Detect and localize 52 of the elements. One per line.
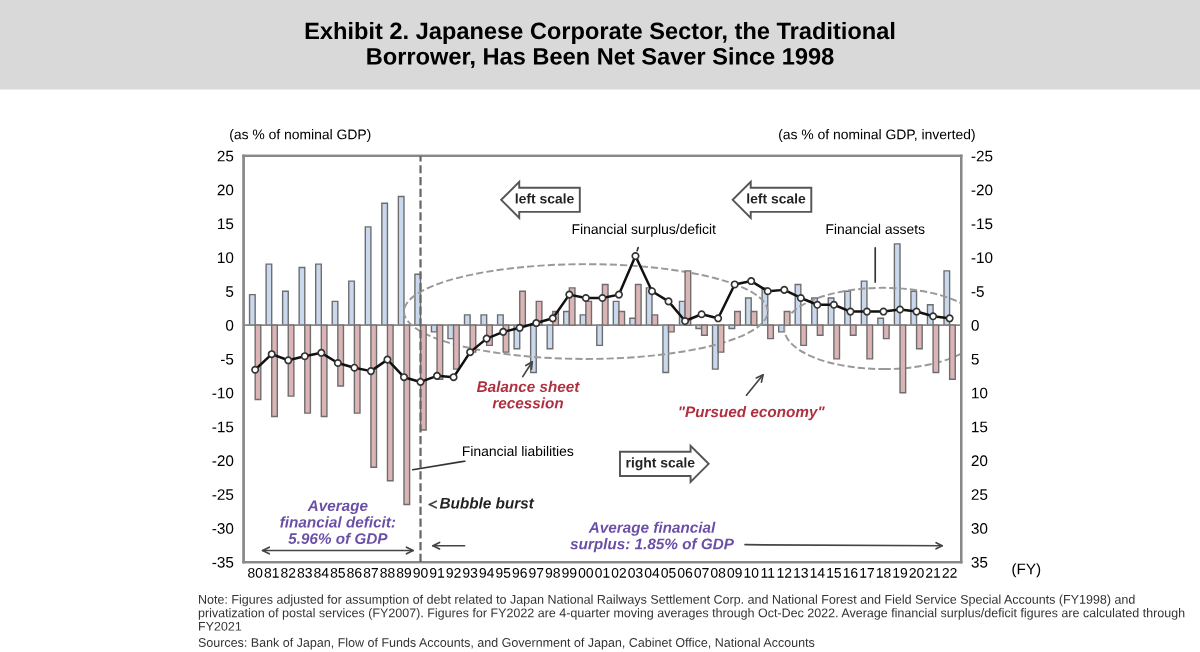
point (879, 307, 888, 316)
point (929, 312, 938, 321)
point (614, 290, 623, 299)
point (846, 307, 855, 316)
point (416, 377, 425, 386)
point (333, 358, 342, 368)
point (714, 314, 723, 323)
bar (882, 324, 890, 340)
point (747, 277, 756, 286)
point (267, 350, 276, 359)
point (499, 327, 508, 336)
chart-title: Exhibit 2. Japanese Corporate Sector, the Traditional Borrower, Has Been Net Saver Since 1998 (305, 21, 895, 69)
point (763, 287, 772, 296)
point (383, 355, 392, 364)
point (730, 280, 739, 289)
point (664, 297, 673, 306)
point (862, 307, 871, 316)
bar (452, 324, 460, 370)
point (284, 356, 293, 365)
point (780, 285, 789, 294)
point (482, 334, 491, 343)
point (681, 316, 690, 326)
point (912, 307, 921, 316)
point (317, 348, 326, 357)
point (433, 371, 442, 380)
point (565, 290, 574, 299)
point (631, 251, 640, 261)
point (895, 305, 905, 314)
point (796, 293, 805, 303)
bar (585, 300, 593, 326)
point (829, 300, 838, 309)
bar (684, 270, 692, 326)
point (598, 293, 607, 303)
point (697, 310, 706, 319)
point (813, 300, 822, 309)
point (251, 365, 260, 374)
bar (436, 324, 444, 380)
point (945, 314, 954, 323)
bar (662, 324, 670, 374)
bar (519, 290, 527, 326)
point (300, 352, 309, 361)
bar (733, 310, 741, 326)
bar (634, 283, 642, 326)
point (449, 373, 458, 382)
point (366, 367, 375, 376)
point (515, 323, 524, 332)
point (581, 293, 590, 303)
point (399, 373, 409, 382)
point (532, 319, 541, 328)
point (466, 348, 475, 357)
point (350, 363, 359, 372)
point (647, 287, 657, 296)
